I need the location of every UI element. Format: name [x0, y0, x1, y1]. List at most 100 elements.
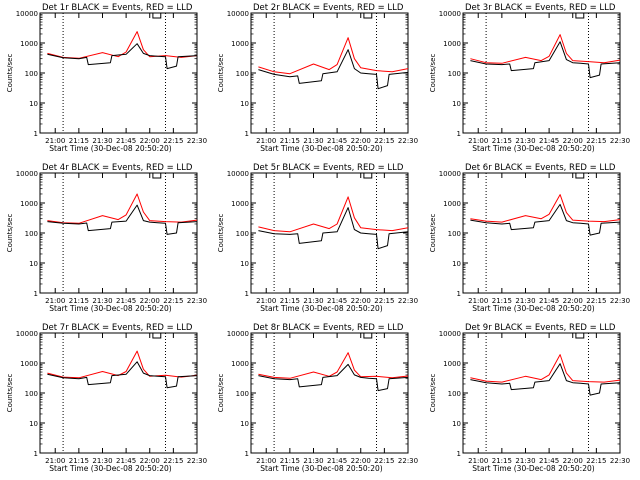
- x-tick-label: 22:30: [187, 137, 207, 145]
- y-tick-label: 1000: [231, 40, 249, 48]
- attenuator-state-bracket: [575, 13, 585, 19]
- y-tick-label: 100: [448, 70, 461, 78]
- x-tick-label: 22:00: [140, 297, 160, 305]
- x-tick-label: 21:15: [280, 297, 300, 305]
- attenuator-state-bracket: [363, 173, 373, 179]
- x-tick-label: 21:30: [92, 297, 112, 305]
- x-tick-label: 21:00: [256, 137, 276, 145]
- y-tick-label: 1000: [443, 40, 461, 48]
- y-axis-label: Counts/sec: [429, 214, 437, 253]
- chart-panel-2: Det 2r BLACK = Events, RED = LLD Counts/s…: [217, 3, 418, 153]
- attenuator-state-bracket: [152, 173, 162, 179]
- y-tick-label: 100: [236, 390, 249, 398]
- x-tick-label: 22:00: [563, 297, 583, 305]
- series-line-lld: [258, 352, 409, 379]
- y-tick-label: 1: [34, 290, 38, 298]
- chart-title: Det 4r BLACK = Events, RED = LLD: [42, 163, 193, 173]
- y-tick-label: 100: [236, 70, 249, 78]
- x-tick-label: 21:00: [468, 457, 488, 465]
- x-axis-label: Start Time (30-Dec-08 20:50:20): [260, 464, 382, 473]
- y-tick-label: 10000: [439, 10, 461, 18]
- y-tick-label: 10: [452, 260, 461, 268]
- x-tick-label: 22:15: [586, 457, 606, 465]
- x-tick-label: 21:45: [327, 297, 347, 305]
- series-line-events: [258, 49, 409, 90]
- y-tick-label: 1: [245, 290, 249, 298]
- x-tick-label: 21:15: [492, 137, 512, 145]
- x-tick-label: 22:30: [610, 457, 630, 465]
- y-tick-label: 10000: [227, 170, 249, 178]
- x-tick-label: 21:15: [69, 457, 89, 465]
- chart-title: Det 2r BLACK = Events, RED = LLD: [253, 3, 404, 13]
- y-tick-label: 1000: [231, 200, 249, 208]
- x-tick-label: 21:15: [492, 297, 512, 305]
- x-tick-label: 21:15: [280, 457, 300, 465]
- y-tick-label: 10000: [16, 330, 38, 338]
- x-axis-label: Start Time (30-Dec-08 20:50:20): [260, 304, 382, 313]
- x-tick-label: 21:30: [92, 457, 112, 465]
- y-tick-label: 10000: [439, 330, 461, 338]
- chart-panel-1: Det 1r BLACK = Events, RED = LLD Counts/s…: [6, 3, 207, 153]
- chart-panel-4: Det 4r BLACK = Events, RED = LLD Counts/s…: [6, 163, 207, 313]
- x-tick-label: 21:00: [468, 137, 488, 145]
- x-tick-label: 22:00: [140, 457, 160, 465]
- x-tick-label: 22:00: [563, 137, 583, 145]
- y-tick-label: 1: [34, 450, 38, 458]
- attenuator-state-bracket: [152, 13, 162, 19]
- x-tick-label: 22:00: [351, 297, 371, 305]
- y-axis-label: Counts/sec: [217, 54, 225, 93]
- x-tick-label: 21:15: [280, 137, 300, 145]
- y-axis-label: Counts/sec: [217, 374, 225, 413]
- series-line-events: [470, 203, 621, 236]
- y-axis-label: Counts/sec: [6, 374, 14, 413]
- x-tick-label: 21:00: [256, 457, 276, 465]
- y-axis-label: Counts/sec: [217, 214, 225, 253]
- chart-panel-3: Det 3r BLACK = Events, RED = LLD Counts/s…: [429, 3, 630, 153]
- y-tick-label: 1: [245, 450, 249, 458]
- y-axis-label: Counts/sec: [429, 374, 437, 413]
- x-tick-label: 21:45: [116, 137, 136, 145]
- x-axis-label: Start Time (30-Dec-08 20:50:20): [49, 304, 171, 313]
- x-tick-label: 22:30: [398, 137, 418, 145]
- x-tick-label: 22:30: [610, 137, 630, 145]
- y-tick-label: 10000: [227, 10, 249, 18]
- y-tick-label: 1: [457, 290, 461, 298]
- x-tick-label: 22:15: [586, 297, 606, 305]
- x-tick-label: 21:45: [539, 457, 559, 465]
- series-line-events: [47, 43, 198, 70]
- x-tick-label: 22:15: [586, 137, 606, 145]
- x-tick-label: 22:00: [140, 137, 160, 145]
- x-axis-label: Start Time (30-Dec-08 20:50:20): [49, 144, 171, 153]
- x-tick-label: 22:30: [187, 297, 207, 305]
- y-tick-label: 1: [34, 130, 38, 138]
- y-tick-label: 10: [29, 420, 38, 428]
- x-tick-label: 21:45: [539, 297, 559, 305]
- y-axis-label: Counts/sec: [6, 214, 14, 253]
- x-tick-label: 21:30: [303, 137, 323, 145]
- x-tick-label: 21:30: [515, 137, 535, 145]
- x-tick-label: 21:30: [303, 457, 323, 465]
- x-tick-label: 21:45: [116, 457, 136, 465]
- y-tick-label: 10000: [439, 170, 461, 178]
- series-line-lld: [47, 350, 198, 379]
- x-axis-label: Start Time (30-Dec-08 20:50:20): [472, 144, 594, 153]
- y-tick-label: 1: [457, 450, 461, 458]
- x-tick-label: 22:00: [351, 137, 371, 145]
- y-tick-label: 1000: [20, 40, 38, 48]
- attenuator-state-bracket: [152, 333, 162, 339]
- x-tick-label: 21:15: [69, 137, 89, 145]
- y-tick-label: 10: [240, 260, 249, 268]
- x-tick-label: 22:15: [374, 297, 394, 305]
- series-line-events: [470, 41, 621, 79]
- chart-title: Det 9r BLACK = Events, RED = LLD: [465, 323, 616, 333]
- y-tick-label: 10: [29, 100, 38, 108]
- chart-title: Det 5r BLACK = Events, RED = LLD: [253, 163, 404, 173]
- x-tick-label: 21:30: [303, 297, 323, 305]
- x-tick-label: 22:30: [610, 297, 630, 305]
- y-tick-label: 100: [25, 390, 38, 398]
- y-axis-label: Counts/sec: [6, 54, 14, 93]
- attenuator-state-bracket: [575, 173, 585, 179]
- series-line-events: [470, 363, 621, 396]
- series-line-lld: [258, 196, 409, 233]
- series-line-lld: [258, 37, 409, 75]
